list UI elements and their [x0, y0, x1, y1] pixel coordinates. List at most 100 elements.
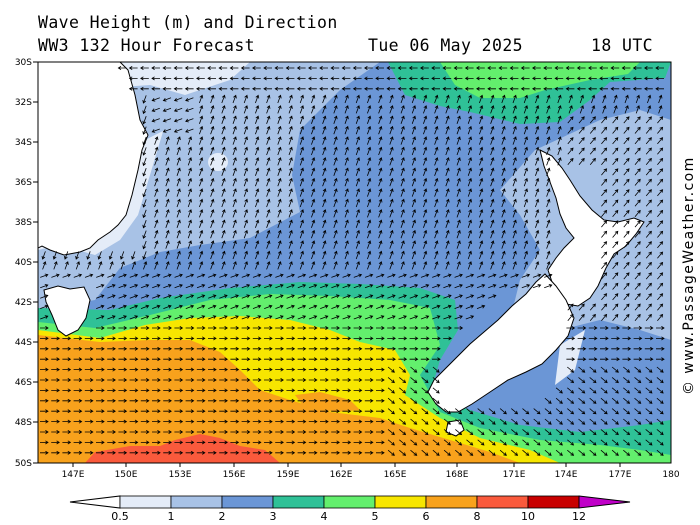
wave-direction-arrow	[601, 157, 608, 165]
wave-direction-arrow	[420, 346, 430, 351]
wave-direction-arrow	[288, 125, 293, 135]
wave-direction-arrow	[311, 136, 316, 145]
wave-direction-arrow	[352, 76, 362, 81]
wave-direction-arrow	[454, 273, 463, 278]
wave-direction-arrow	[174, 367, 184, 372]
wave-direction-arrow	[344, 94, 349, 104]
wave-direction-arrow	[118, 367, 128, 372]
wave-direction-arrow	[208, 430, 217, 434]
wave-direction-arrow	[174, 419, 184, 424]
wave-direction-arrow	[410, 387, 418, 394]
wave-direction-arrow	[221, 167, 226, 176]
wave-direction-arrow	[255, 177, 260, 187]
wave-direction-arrow	[243, 177, 248, 187]
wave-direction-arrow	[544, 397, 552, 404]
wave-direction-arrow	[255, 261, 260, 270]
wave-direction-arrow	[128, 66, 138, 70]
wave-direction-arrow	[546, 198, 551, 208]
wave-direction-arrow	[232, 136, 237, 145]
wave-direction-arrow	[221, 209, 226, 218]
wave-direction-arrow	[488, 284, 497, 289]
wave-direction-arrow	[286, 419, 296, 424]
wave-direction-arrow	[611, 439, 619, 446]
wave-direction-arrow	[634, 241, 641, 249]
wave-direction-arrow	[299, 157, 304, 166]
wave-direction-arrow	[466, 439, 474, 446]
wave-direction-arrow	[140, 367, 150, 372]
wave-direction-arrow	[98, 261, 103, 270]
wave-direction-arrow	[151, 66, 160, 70]
wave-direction-arrow	[322, 146, 327, 156]
wave-direction-arrow	[621, 76, 631, 81]
wave-direction-arrow	[623, 251, 630, 259]
wave-direction-arrow	[199, 105, 204, 114]
wave-direction-arrow	[73, 367, 83, 372]
wave-direction-arrow	[656, 418, 664, 425]
wave-direction-arrow	[634, 397, 642, 404]
wave-direction-arrow	[218, 86, 228, 91]
wave-direction-arrow	[443, 304, 452, 309]
wave-direction-arrow	[567, 439, 575, 446]
wave-direction-arrow	[163, 357, 172, 362]
wave-direction-arrow	[364, 398, 374, 403]
wave-direction-arrow	[163, 378, 172, 382]
wave-direction-arrow	[107, 294, 116, 299]
wave-direction-arrow	[333, 167, 338, 176]
wave-direction-arrow	[266, 177, 271, 187]
wave-direction-arrow	[196, 346, 206, 351]
wave-direction-arrow	[488, 439, 496, 446]
wave-direction-arrow	[434, 209, 439, 218]
wave-direction-arrow	[623, 282, 630, 290]
wave-direction-arrow	[443, 449, 451, 456]
wave-direction-arrow	[277, 219, 282, 228]
wave-direction-arrow	[208, 346, 217, 351]
wave-direction-arrow	[344, 188, 349, 197]
wave-direction-arrow	[443, 326, 452, 330]
wave-direction-arrow	[199, 219, 204, 228]
wave-direction-arrow	[320, 315, 329, 320]
wave-direction-arrow	[252, 409, 262, 414]
wave-direction-arrow	[129, 419, 139, 424]
wave-direction-arrow	[610, 86, 620, 91]
wave-direction-arrow	[299, 229, 304, 239]
wave-direction-arrow	[73, 388, 83, 393]
wave-direction-arrow	[151, 76, 160, 81]
wave-direction-arrow	[389, 136, 394, 145]
wave-direction-arrow	[623, 147, 630, 155]
wave-direction-arrow	[634, 303, 641, 311]
wave-direction-arrow	[288, 209, 293, 218]
wave-direction-arrow	[51, 419, 60, 424]
wave-direction-arrow	[656, 346, 665, 351]
wave-direction-arrow	[219, 388, 228, 393]
wave-direction-arrow	[578, 366, 586, 373]
wave-direction-arrow	[275, 346, 284, 351]
wave-direction-arrow	[333, 105, 338, 114]
wave-direction-arrow	[588, 86, 597, 91]
wave-direction-arrow	[546, 136, 551, 145]
wave-direction-arrow	[378, 136, 383, 145]
wave-direction-arrow	[107, 367, 116, 372]
wave-direction-arrow	[333, 229, 338, 239]
wave-direction-arrow	[342, 304, 351, 309]
wave-direction-arrow	[199, 94, 204, 104]
wave-direction-arrow	[479, 115, 484, 124]
wave-direction-arrow	[353, 430, 363, 434]
wave-direction-arrow	[512, 115, 517, 124]
legend-swatch	[527, 495, 580, 509]
wave-direction-arrow	[73, 398, 83, 403]
wave-direction-arrow	[288, 188, 293, 197]
wave-direction-arrow	[645, 189, 652, 197]
wave-direction-arrow	[210, 250, 215, 260]
wave-direction-arrow	[208, 336, 217, 341]
wave-direction-arrow	[199, 240, 204, 249]
wave-direction-arrow	[476, 66, 485, 70]
wave-direction-arrow	[645, 209, 652, 217]
wave-direction-arrow	[154, 146, 159, 156]
wave-direction-arrow	[431, 76, 440, 81]
wave-direction-arrow	[152, 304, 161, 309]
wave-direction-arrow	[163, 409, 172, 414]
wave-direction-arrow	[173, 86, 183, 91]
wave-direction-arrow	[73, 336, 83, 341]
wave-direction-arrow	[445, 261, 450, 270]
wave-direction-arrow	[331, 346, 340, 351]
